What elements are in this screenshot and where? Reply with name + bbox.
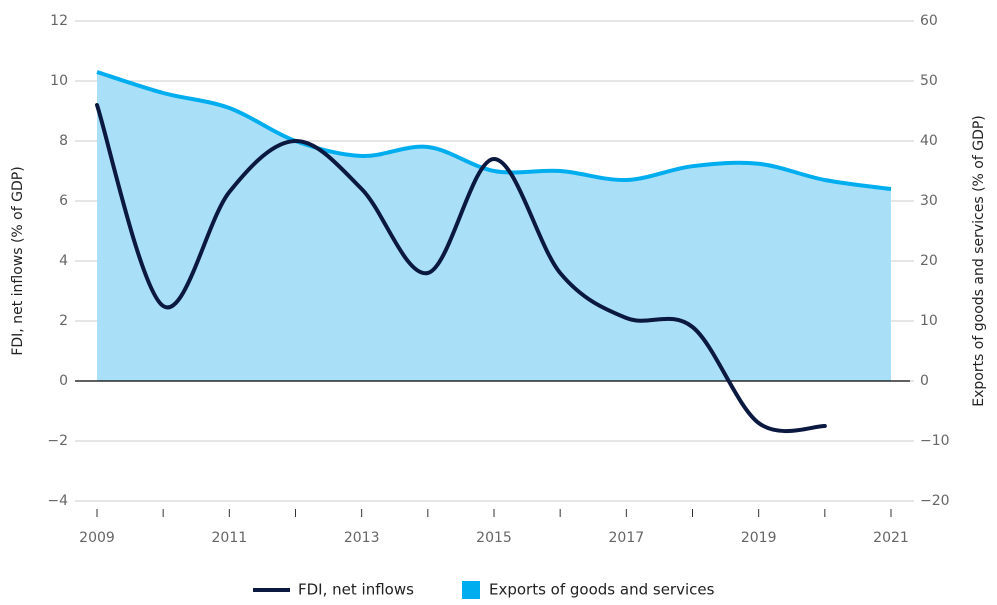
legend-label: Exports of goods and services	[489, 581, 715, 599]
y-tick-label: −2	[47, 433, 68, 449]
line	[95, 103, 827, 433]
y-axis-label: FDI, net inflows (% of GDP)	[10, 166, 26, 355]
x-tick-label: 2021	[873, 530, 909, 546]
x-tick-label: 2013	[344, 530, 380, 546]
y-tick-label: −4	[47, 493, 68, 509]
legend-label: FDI, net inflows	[298, 581, 414, 599]
y2-tick-label: −10	[920, 433, 950, 449]
x-tick-label: 2015	[476, 530, 512, 546]
y2-axis-label: Exports of goods and services (% of GDP)	[971, 115, 987, 407]
x-tick-label: 2017	[609, 530, 645, 546]
y2-tick-label: −20	[920, 493, 950, 509]
x-tick-label: 2019	[741, 530, 777, 546]
y2-tick-label: 40	[920, 133, 938, 149]
y-tick-label: 4	[59, 253, 68, 269]
y-tick-label: 8	[59, 133, 68, 149]
y-tick-label: 12	[50, 13, 68, 29]
y-tick-label: 0	[59, 373, 68, 389]
y2-tick-label: 60	[920, 13, 938, 29]
x-tick-label: 2009	[79, 530, 115, 546]
y2-tick-label: 30	[920, 193, 938, 209]
y-tick-label: 6	[59, 193, 68, 209]
y-tick-label: 2	[59, 313, 68, 329]
area-line	[96, 70, 892, 191]
y2-tick-label: 50	[920, 73, 938, 89]
y2-tick-label: 20	[920, 253, 938, 269]
area	[97, 72, 891, 381]
y2-tick-label: 10	[920, 313, 938, 329]
y-tick-label: 10	[50, 73, 68, 89]
y2-tick-label: 0	[920, 373, 929, 389]
x-tick-label: 2011	[212, 530, 248, 546]
legend-swatch	[462, 581, 480, 599]
